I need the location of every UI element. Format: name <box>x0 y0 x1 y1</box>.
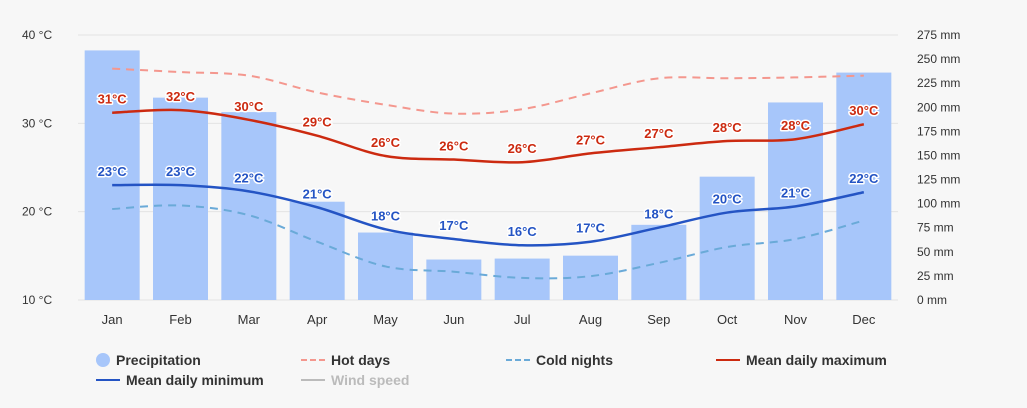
mean-daily-minimum-data-label: 16°C <box>508 224 538 239</box>
precipitation-bar <box>836 72 892 300</box>
precipitation-bar <box>631 224 687 300</box>
mean-daily-maximum-data-label: 29°C <box>303 115 333 130</box>
legend-label: Wind speed <box>331 372 410 388</box>
x-tick-label: Apr <box>307 312 328 327</box>
legend-cold-nights[interactable]: Cold nights <box>506 350 613 370</box>
mean-daily-maximum-data-label: 27°C <box>576 132 606 147</box>
mean-daily-minimum-data-label: 17°C <box>576 221 606 236</box>
x-tick-label: Nov <box>784 312 808 327</box>
x-tick-label: Dec <box>852 312 876 327</box>
mean-daily-maximum-data-label: 31°C <box>98 92 128 107</box>
y-right-tick-label: 100 mm <box>917 197 960 211</box>
x-tick-label: Sep <box>647 312 670 327</box>
precipitation-bar <box>426 259 482 300</box>
precipitation-bar <box>84 50 140 300</box>
precipitation-bar <box>221 112 277 300</box>
precipitation-bar <box>563 255 618 300</box>
mean-daily-minimum-data-label: 18°C <box>644 207 674 222</box>
legend-label: Hot days <box>331 352 391 368</box>
legend-mean-daily-minimum[interactable]: Mean daily minimum <box>96 370 264 390</box>
hot-days-line <box>112 67 864 115</box>
cold-nights-swatch-icon <box>506 359 530 361</box>
y-right-tick-label: 125 mm <box>917 173 960 187</box>
wind-speed-swatch-icon <box>301 379 325 381</box>
x-tick-label: Jun <box>443 312 464 327</box>
mean-daily-maximum-data-label: 28°C <box>713 120 743 135</box>
y-right-tick-label: 150 mm <box>917 148 960 162</box>
mean-daily-maximum-data-label: 30°C <box>849 103 879 118</box>
mean-daily-maximum-line <box>112 108 865 164</box>
legend-label: Mean daily maximum <box>746 352 887 368</box>
mean-daily-maximum-data-label: 26°C <box>371 135 401 150</box>
legend-mean-daily-maximum[interactable]: Mean daily maximum <box>716 350 887 370</box>
y-left-tick-label: 40 °C <box>22 28 52 42</box>
legend-hot-days[interactable]: Hot days <box>301 350 390 370</box>
legend-label: Mean daily minimum <box>126 372 264 388</box>
y-right-tick-label: 275 mm <box>917 28 960 42</box>
mean-daily-minimum-data-label: 22°C <box>849 171 879 186</box>
precipitation-bar <box>289 201 345 300</box>
y-left-tick-label: 30 °C <box>22 116 52 130</box>
mean-daily-maximum-data-label: 26°C <box>508 141 538 156</box>
mean-daily-minimum-data-label: 18°C <box>371 208 401 223</box>
x-tick-label: May <box>373 312 398 327</box>
y-right-tick-label: 200 mm <box>917 100 960 114</box>
precipitation-bar <box>699 176 755 300</box>
y-right-tick-label: 50 mm <box>917 245 954 259</box>
mean-daily-minimum-data-label: 17°C <box>439 218 469 233</box>
mean-daily-maximum-data-label: 32°C <box>166 89 196 104</box>
mean-daily-minimum-data-label: 21°C <box>781 185 811 200</box>
mean-daily-maximum-data-label: 27°C <box>644 126 674 141</box>
x-tick-label: Jan <box>102 312 123 327</box>
mean-daily-maximum-data-label: 28°C <box>781 118 811 133</box>
precipitation-swatch-icon <box>96 353 110 367</box>
hot-days-swatch-icon <box>301 359 325 361</box>
x-tick-label: Aug <box>579 312 602 327</box>
y-right-tick-label: 225 mm <box>917 76 960 90</box>
y-right-tick-label: 175 mm <box>917 124 960 138</box>
x-tick-label: Feb <box>169 312 191 327</box>
mean-daily-minimum-data-label: 20°C <box>713 192 743 207</box>
legend-label: Precipitation <box>116 352 201 368</box>
y-right-tick-label: 250 mm <box>917 52 960 66</box>
legend-label: Cold nights <box>536 352 613 368</box>
mean-min-swatch-icon <box>96 379 120 381</box>
y-left-tick-label: 10 °C <box>22 293 52 307</box>
x-tick-label: Mar <box>238 312 261 327</box>
y-right-tick-label: 25 mm <box>917 269 954 283</box>
legend-wind-speed[interactable]: Wind speed <box>301 370 409 390</box>
precipitation-bar <box>153 97 208 301</box>
mean-daily-maximum-data-label: 30°C <box>234 99 264 114</box>
mean-max-swatch-icon <box>716 359 740 361</box>
y-right-tick-label: 75 mm <box>917 221 954 235</box>
mean-daily-minimum-line <box>112 183 865 247</box>
x-tick-label: Oct <box>717 312 738 327</box>
chart-legend: Precipitation Hot days Cold nights Mean … <box>96 346 916 396</box>
mean-daily-minimum-data-label: 22°C <box>234 170 264 185</box>
mean-daily-minimum-data-label: 23°C <box>166 164 196 179</box>
mean-daily-minimum-data-label: 23°C <box>98 164 128 179</box>
x-tick-label: Jul <box>514 312 531 327</box>
mean-daily-maximum-data-label: 26°C <box>439 139 469 154</box>
legend-precipitation[interactable]: Precipitation <box>96 350 201 370</box>
cold-nights-line <box>112 204 865 280</box>
y-left-tick-label: 20 °C <box>22 205 52 219</box>
y-right-tick-label: 0 mm <box>917 293 947 307</box>
mean-daily-minimum-data-label: 21°C <box>303 186 333 201</box>
